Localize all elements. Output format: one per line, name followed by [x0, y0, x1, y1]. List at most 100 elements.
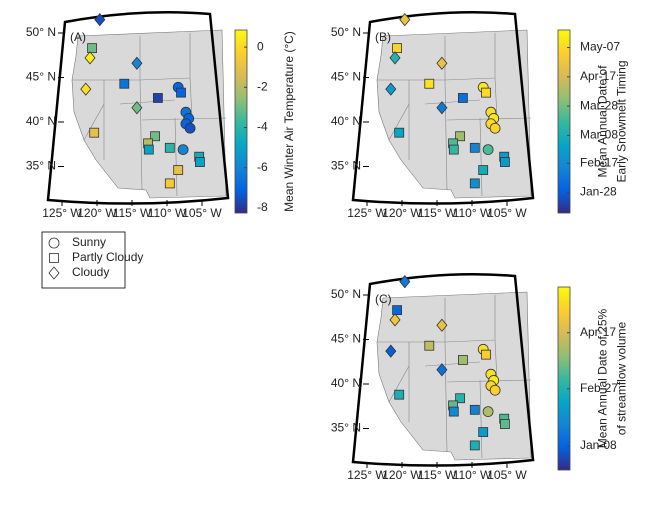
- station-marker: [164, 142, 175, 153]
- station-marker: [481, 87, 491, 98]
- station-marker: [176, 87, 186, 98]
- station-marker: [89, 127, 100, 138]
- lat-tick-label: 35° N: [331, 421, 361, 435]
- station-marker: [84, 51, 96, 65]
- map-frame: [46, 10, 230, 205]
- station-marker: [164, 178, 175, 189]
- state-border: [494, 77, 498, 119]
- lat-tick-label: 40° N: [26, 114, 56, 128]
- lat-tick-label: 50° N: [26, 25, 56, 39]
- colorbar: [557, 29, 571, 214]
- lon-tick-label: 115° W: [113, 206, 152, 220]
- station-marker: [389, 51, 401, 65]
- panel-label: (A): [70, 30, 86, 44]
- lon-tick-label: 125° W: [42, 206, 82, 220]
- station-marker: [152, 93, 163, 103]
- station-marker: [424, 340, 435, 351]
- colorbar-tick-label: Jan-08: [580, 438, 617, 452]
- state-border: [424, 361, 481, 367]
- colorbar: [557, 286, 571, 471]
- lat-tick-label: 45° N: [26, 70, 56, 84]
- colorbar-label: Mean Annual Date of 25%: [596, 308, 610, 448]
- station-marker: [455, 131, 466, 142]
- legend-box: [41, 231, 126, 289]
- station-marker: [173, 165, 184, 175]
- station-marker: [131, 56, 143, 70]
- station-marker: [469, 404, 480, 415]
- lon-tick-label: 105° W: [487, 206, 527, 220]
- station-marker: [194, 157, 205, 167]
- lon-tick-label: 125° W: [347, 206, 387, 220]
- lon-tick-label: 115° W: [418, 468, 457, 482]
- legend-label: Partly Cloudy: [72, 250, 143, 264]
- legend-symbol: [48, 237, 60, 249]
- lon-tick-label: 125° W: [347, 468, 387, 482]
- station-marker: [394, 389, 405, 400]
- colorbar-label: of streamflow volume: [615, 321, 629, 435]
- lon-tick-label: 120° W: [77, 206, 117, 220]
- station-marker: [87, 43, 97, 54]
- panel-label: (C): [375, 292, 392, 306]
- lon-tick-label: 115° W: [418, 206, 457, 220]
- colorbar-tick-label: 0: [257, 39, 264, 53]
- lon-tick-label: 120° W: [382, 468, 422, 482]
- station-marker: [436, 56, 448, 70]
- station-marker: [392, 43, 402, 54]
- colorbar-tick-label: Mar-28: [580, 98, 618, 112]
- colorbar-label: Mean Annual Date of: [596, 65, 610, 178]
- station-marker: [457, 93, 468, 103]
- lon-tick-label: 110° W: [453, 206, 492, 220]
- station-marker: [469, 440, 480, 451]
- lat-tick-label: 45° N: [331, 332, 361, 346]
- state-border: [479, 379, 483, 459]
- station-marker: [448, 144, 459, 155]
- colorbar: [234, 29, 248, 214]
- state-border: [479, 117, 483, 197]
- station-marker: [469, 142, 480, 153]
- colorbar-tick-label: Apr-17: [580, 325, 616, 339]
- station-marker: [448, 406, 459, 417]
- panel-label: (B): [375, 30, 391, 44]
- station-marker: [455, 393, 466, 404]
- station-marker: [184, 122, 196, 134]
- lat-tick-label: 35° N: [26, 159, 56, 173]
- station-marker: [385, 82, 397, 96]
- lon-tick-label: 105° W: [487, 468, 527, 482]
- lat-tick-label: 40° N: [331, 376, 361, 390]
- station-marker: [478, 165, 489, 175]
- station-marker: [436, 363, 448, 377]
- station-marker: [478, 427, 489, 437]
- colorbar-tick-label: Feb-17: [580, 155, 618, 169]
- station-marker: [436, 318, 448, 332]
- colorbar-tick-label: Mar-08: [580, 128, 618, 142]
- legend-symbol: [48, 266, 60, 280]
- station-marker: [94, 13, 106, 27]
- station-marker: [436, 101, 448, 115]
- lat-tick-label: 50° N: [331, 25, 361, 39]
- state-border: [444, 341, 448, 453]
- lon-tick-label: 105° W: [182, 206, 222, 220]
- colorbar-tick-label: -2: [257, 79, 268, 93]
- map-frame: [351, 272, 535, 467]
- station-marker: [389, 313, 401, 327]
- state-border: [119, 99, 176, 105]
- colorbar-tick-label: Apr-17: [580, 69, 616, 83]
- station-marker: [469, 178, 480, 189]
- map-frame: [351, 10, 535, 205]
- state-border: [424, 99, 481, 105]
- lat-tick-label: 50° N: [331, 287, 361, 301]
- lat-tick-label: 40° N: [331, 114, 361, 128]
- station-marker: [399, 13, 411, 27]
- colorbar-tick-label: Feb-27: [580, 381, 618, 395]
- legend-label: Cloudy: [72, 265, 109, 279]
- colorbar-tick-label: -8: [257, 200, 268, 214]
- colorbar-tick-label: -4: [257, 120, 268, 134]
- colorbar-tick-label: May-07: [580, 40, 620, 54]
- station-marker: [489, 122, 501, 134]
- station-marker: [399, 275, 411, 289]
- state-border: [444, 79, 448, 191]
